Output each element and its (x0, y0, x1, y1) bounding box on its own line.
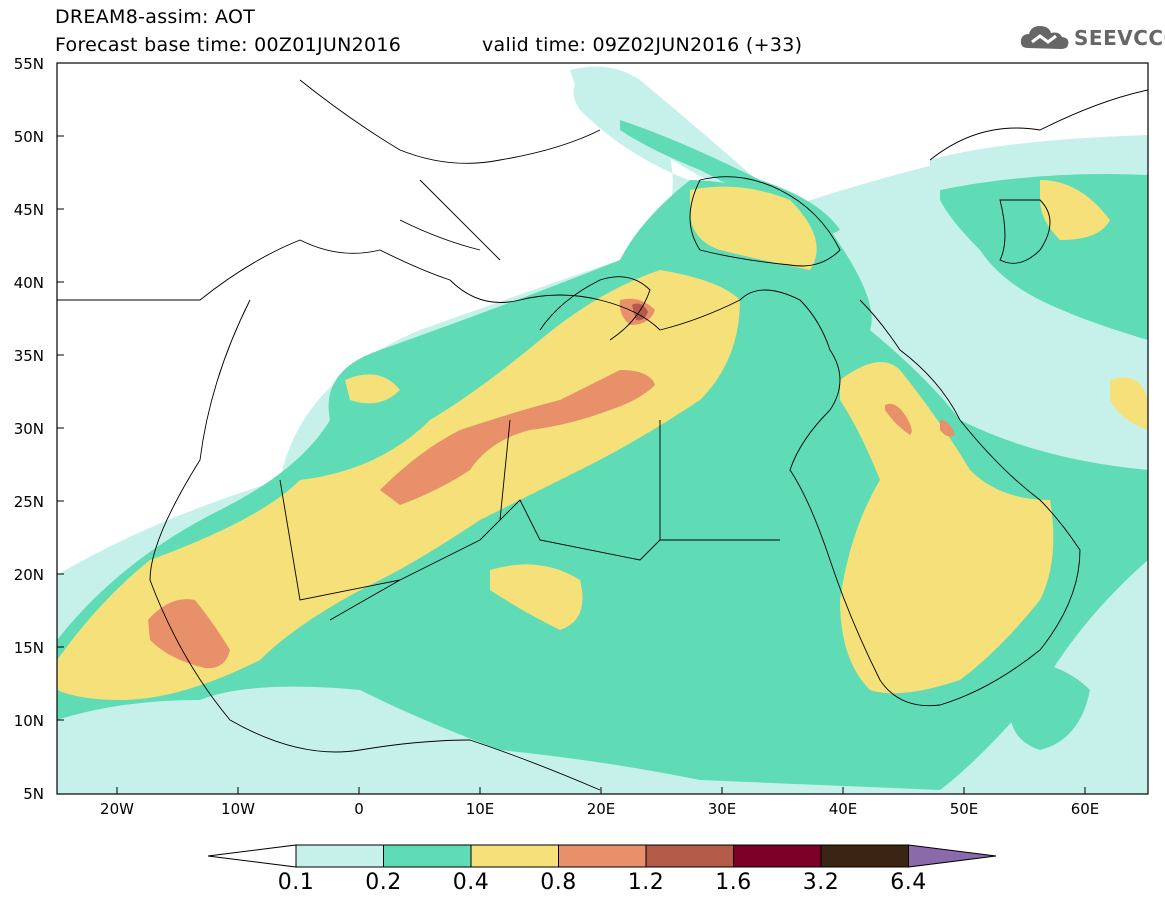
lat-label: 20N (14, 566, 44, 584)
colorbar-label: 6.4 (890, 870, 927, 895)
colorbar-label: 0.8 (540, 870, 577, 895)
lon-label: 40E (829, 800, 858, 818)
axis-ticks (57, 62, 1086, 795)
lon-label: 30E (708, 800, 737, 818)
lon-label: 10W (221, 800, 255, 818)
colorbar-label: 0.1 (277, 870, 315, 895)
colorbar-label: 0.4 (452, 870, 490, 895)
lat-label: 10N (14, 712, 44, 730)
lat-label: 15N (14, 639, 44, 657)
lat-label: 5N (23, 785, 44, 803)
chart-title-model: DREAM8-assim: AOT (55, 6, 256, 28)
lon-label: 20W (100, 800, 134, 818)
colorbar-swatch (558, 844, 647, 868)
lat-label: 40N (14, 274, 44, 292)
colorbar-swatch (820, 844, 909, 868)
lat-label: 35N (14, 347, 44, 365)
valid-time: valid time: 09Z02JUN2016 (+33) (482, 34, 803, 56)
lon-label: 0 (354, 800, 364, 818)
forecast-base-time: Forecast base time: 00Z01JUN2016 (55, 34, 402, 56)
colorbar-swatch (645, 844, 734, 868)
seevccc-logo: SEEVCCC (1018, 22, 1165, 54)
cloud-logo-icon (1020, 26, 1069, 49)
lat-label: 50N (14, 128, 44, 146)
latitude-labels: 55N 50N 45N 40N 35N 30N 25N 20N 15N 10N … (14, 55, 44, 803)
lat-label: 45N (14, 201, 44, 219)
lat-label: 25N (14, 493, 44, 511)
colorbar-swatch (733, 844, 822, 868)
lon-label: 20E (587, 800, 616, 818)
colorbar-label: 1.6 (715, 870, 752, 895)
lon-label: 50E (950, 800, 979, 818)
colorbar-label: 1.2 (627, 870, 665, 895)
colorbar-left-arrow (207, 844, 297, 868)
colorbar-right-arrow (908, 844, 997, 868)
colorbar-label: 3.2 (802, 870, 840, 895)
lat-label: 55N (14, 55, 44, 73)
colorbar-swatch (383, 844, 472, 868)
longitude-labels: 20W 10W 0 10E 20E 30E 40E 50E 60E (100, 800, 1099, 818)
aot-field (57, 63, 1148, 794)
coastlines (57, 79, 1148, 791)
colorbar-swatch (295, 844, 384, 868)
lat-label: 30N (14, 420, 44, 438)
lon-label: 10E (466, 800, 495, 818)
colorbar-swatch (470, 844, 559, 868)
colorbar-label: 0.2 (365, 870, 402, 895)
colorbar (207, 844, 997, 868)
lon-label: 60E (1071, 800, 1100, 818)
logo-text: SEEVCCC (1074, 26, 1165, 50)
